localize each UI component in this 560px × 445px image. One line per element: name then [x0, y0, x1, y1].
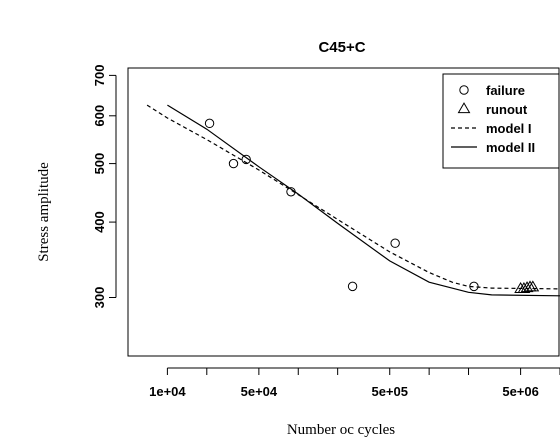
x-axis-label: Number oc cycles — [287, 422, 395, 438]
data-point-runout — [526, 280, 540, 292]
legend-box — [442, 73, 560, 169]
y-axis-label: Stress amplitude — [36, 162, 52, 262]
chart-title: C45+C — [318, 39, 365, 56]
legend-marker-triangle-icon — [457, 102, 471, 114]
x-tick-label: 1e+04 — [149, 384, 186, 399]
x-axis: 1e+04 5e+04 5e+05 5e+06 — [149, 367, 560, 399]
x-tick-label: 5e+04 — [241, 384, 278, 399]
plot-frame — [127, 67, 560, 357]
data-point-failure — [204, 118, 215, 129]
y-tick-label: 600 — [92, 105, 107, 127]
legend-marker-circle-icon — [459, 85, 469, 95]
legend-label: model I — [486, 121, 532, 136]
x-tick-label: 5e+06 — [502, 384, 539, 399]
legend-label: model II — [486, 140, 535, 155]
series-line-model-i — [146, 104, 560, 290]
y-tick-label: 300 — [92, 287, 107, 309]
legend: failure runout model I model II — [442, 73, 560, 169]
data-point-failure — [390, 238, 400, 248]
legend-label: failure — [486, 83, 525, 98]
y-tick-label: 700 — [92, 65, 107, 87]
series-line-model-ii — [167, 104, 560, 297]
legend-label: runout — [486, 102, 528, 117]
y-tick-label: 400 — [92, 211, 107, 233]
y-tick-label: 500 — [92, 153, 107, 175]
data-point-failure — [347, 281, 358, 292]
data-point-failure — [241, 154, 251, 165]
plot-border — [127, 67, 560, 357]
x-tick-label: 5e+05 — [371, 384, 408, 399]
series-layer — [146, 104, 560, 297]
data-point-failure — [228, 158, 239, 169]
y-axis: 300 400 500 600 700 — [92, 65, 117, 309]
